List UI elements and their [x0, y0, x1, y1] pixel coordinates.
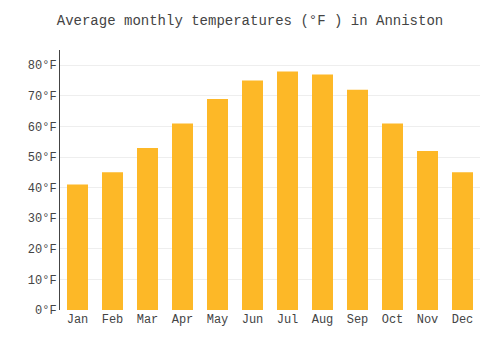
- svg-text:10°F: 10°F: [28, 274, 57, 288]
- svg-text:Feb: Feb: [102, 313, 124, 327]
- svg-text:Oct: Oct: [382, 313, 404, 327]
- svg-text:May: May: [207, 313, 229, 327]
- svg-text:20°F: 20°F: [28, 243, 57, 257]
- svg-text:Mar: Mar: [137, 313, 159, 327]
- svg-text:Average monthly temperatures (: Average monthly temperatures (°F ) in An…: [57, 13, 443, 29]
- svg-text:Jan: Jan: [67, 313, 89, 327]
- svg-text:60°F: 60°F: [28, 121, 57, 135]
- svg-text:Apr: Apr: [172, 313, 194, 327]
- svg-text:Jun: Jun: [242, 313, 264, 327]
- svg-text:80°F: 80°F: [28, 59, 57, 73]
- svg-text:40°F: 40°F: [28, 182, 57, 196]
- svg-text:Sep: Sep: [347, 313, 369, 327]
- svg-text:Dec: Dec: [452, 313, 474, 327]
- svg-text:Jul: Jul: [277, 313, 299, 327]
- svg-text:30°F: 30°F: [28, 212, 57, 226]
- svg-text:Nov: Nov: [417, 313, 439, 327]
- svg-text:70°F: 70°F: [28, 90, 57, 104]
- svg-text:50°F: 50°F: [28, 151, 57, 165]
- svg-text:0°F: 0°F: [35, 304, 57, 318]
- svg-text:Aug: Aug: [312, 313, 334, 327]
